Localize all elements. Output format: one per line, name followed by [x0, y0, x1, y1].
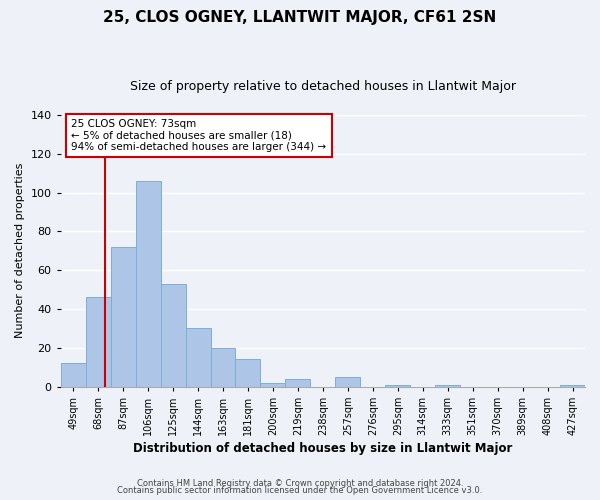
Title: Size of property relative to detached houses in Llantwit Major: Size of property relative to detached ho… — [130, 80, 516, 93]
X-axis label: Distribution of detached houses by size in Llantwit Major: Distribution of detached houses by size … — [133, 442, 512, 455]
Bar — [211, 348, 235, 387]
Bar — [385, 384, 410, 386]
Bar — [435, 384, 460, 386]
Text: Contains public sector information licensed under the Open Government Licence v3: Contains public sector information licen… — [118, 486, 482, 495]
Bar — [185, 328, 211, 386]
Bar — [560, 384, 585, 386]
Y-axis label: Number of detached properties: Number of detached properties — [15, 163, 25, 338]
Bar — [61, 364, 86, 386]
Bar — [260, 382, 286, 386]
Bar — [161, 284, 185, 387]
Bar — [136, 181, 161, 386]
Text: 25 CLOS OGNEY: 73sqm
← 5% of detached houses are smaller (18)
94% of semi-detach: 25 CLOS OGNEY: 73sqm ← 5% of detached ho… — [71, 119, 326, 152]
Text: 25, CLOS OGNEY, LLANTWIT MAJOR, CF61 2SN: 25, CLOS OGNEY, LLANTWIT MAJOR, CF61 2SN — [103, 10, 497, 25]
Bar — [86, 298, 110, 386]
Text: Contains HM Land Registry data © Crown copyright and database right 2024.: Contains HM Land Registry data © Crown c… — [137, 478, 463, 488]
Bar — [286, 379, 310, 386]
Bar — [110, 247, 136, 386]
Bar — [335, 377, 361, 386]
Bar — [235, 360, 260, 386]
